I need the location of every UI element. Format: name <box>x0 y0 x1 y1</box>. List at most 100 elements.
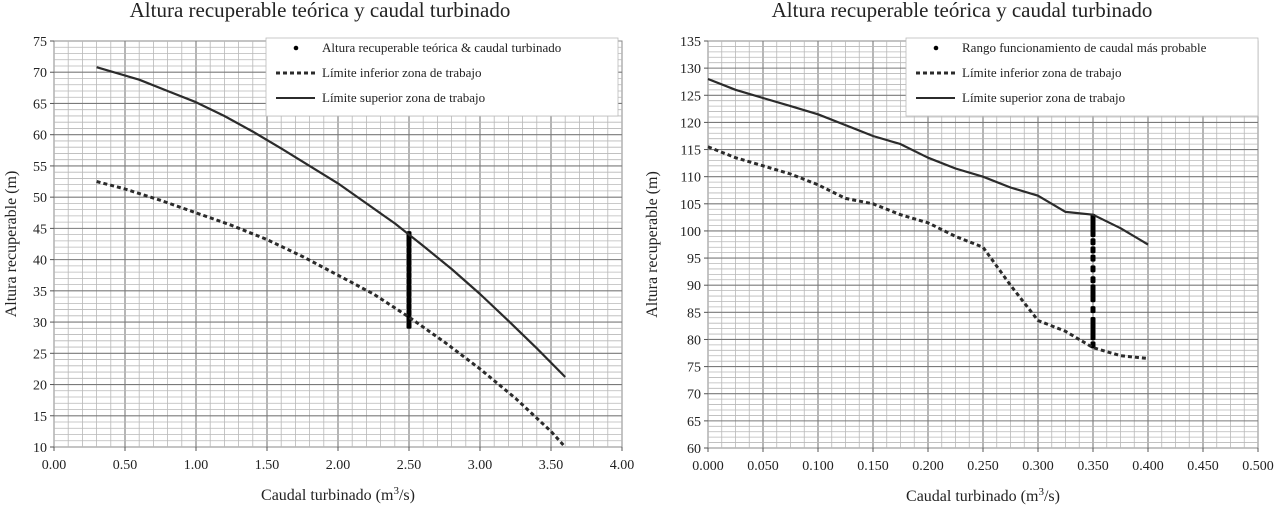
x-tick-label: 0.300 <box>1022 459 1054 474</box>
y-tick-label: 80 <box>687 333 701 348</box>
chart-panel-right: Altura recuperable teórica y caudal turb… <box>641 0 1283 513</box>
y-tick-label: 85 <box>687 306 701 321</box>
x-tick-label: 0.00 <box>42 458 67 473</box>
x-axis-label-superscript: 3 <box>1038 486 1044 498</box>
chart-title: Altura recuperable teórica y caudal turb… <box>771 0 1153 22</box>
data-point <box>1090 276 1096 284</box>
series-line-upper-limit <box>707 77 1149 246</box>
data-point <box>406 321 412 329</box>
data-point <box>1090 316 1096 324</box>
y-tick-label: 120 <box>680 116 701 131</box>
legend-box <box>265 37 619 117</box>
data-point <box>1090 246 1096 254</box>
data-point <box>406 252 412 260</box>
data-point <box>1090 289 1096 297</box>
data-point <box>406 284 412 292</box>
chart-left-svg: 0.00 0.50 1.00 1.50 2.00 2.50 3.00 3.50 4.00 10 15… <box>3 35 635 504</box>
x-axis-label-tail: /s) <box>399 487 415 504</box>
x-tick-label: 2.00 <box>326 458 351 473</box>
chart-panel-left: Altura recuperable teórica y caudal turb… <box>0 0 640 513</box>
y-tick-label: 50 <box>33 191 47 206</box>
y-tick-label: 15 <box>33 410 47 425</box>
legend: Rango funcionamiento de caudal más proba… <box>905 37 1259 117</box>
x-tick-label: 0.50 <box>113 458 138 473</box>
legend-label: Límite inferior zona de trabajo <box>962 65 1122 80</box>
y-tick-label: 10 <box>33 441 47 456</box>
x-tick-label: 0.400 <box>1132 459 1164 474</box>
y-tick-label: 130 <box>680 62 701 77</box>
y-tick-label: 110 <box>681 171 701 186</box>
x-tick-label: 3.00 <box>468 458 493 473</box>
y-tick-label: 40 <box>33 254 47 269</box>
series-line-lower-limit <box>96 180 567 449</box>
data-point <box>1090 265 1096 273</box>
y-tick-label: 20 <box>33 379 47 394</box>
x-tick-label: 0.350 <box>1077 459 1109 474</box>
y-tick-label: 65 <box>687 415 701 430</box>
series-line-lower-limit <box>707 145 1149 360</box>
x-axis-label-main: Caudal turbinado (m <box>261 487 394 504</box>
y-tick-label: 65 <box>33 97 47 112</box>
x-tick-label: 0.000 <box>692 459 724 474</box>
x-tick-label: 0.150 <box>857 459 889 474</box>
x-tick-label: 1.50 <box>255 458 280 473</box>
y-tick-label: 60 <box>33 129 47 144</box>
x-axis-label-main: Caudal turbinado (m <box>906 488 1039 505</box>
x-tick-label: 2.50 <box>397 458 422 473</box>
y-tick-label: 70 <box>33 66 47 81</box>
y-tick-label: 45 <box>33 222 47 237</box>
y-tick-label: 35 <box>33 285 47 300</box>
legend: Altura recuperable teórica & caudal turb… <box>265 37 619 117</box>
x-axis-label: Caudal turbinado (m3/s) <box>906 486 1060 505</box>
series-points <box>1090 213 1096 349</box>
data-point <box>1090 295 1096 303</box>
data-point <box>1090 230 1096 238</box>
chart-title: Altura recuperable teórica y caudal turb… <box>129 0 511 22</box>
y-tick-label: 100 <box>680 225 701 240</box>
x-tick-label: 3.50 <box>539 458 564 473</box>
data-point <box>406 296 412 304</box>
y-tick-label: 30 <box>33 316 47 331</box>
y-tick-label: 125 <box>680 89 701 104</box>
x-tick-label: 0.450 <box>1187 459 1219 474</box>
y-tick-label: 75 <box>687 361 701 376</box>
data-point <box>406 309 412 317</box>
legend-label: Límite inferior zona de trabajo <box>322 65 482 80</box>
gridlines <box>54 41 622 447</box>
y-tick-label: 95 <box>687 252 701 267</box>
x-axis-label: Caudal turbinado (m3/s) <box>261 485 415 504</box>
data-point <box>1090 306 1096 314</box>
data-point <box>406 277 412 285</box>
y-tick-label: 25 <box>33 347 47 362</box>
y-axis-label: Altura recuperable (m) <box>644 171 661 318</box>
y-tick-label: 75 <box>33 35 47 50</box>
x-tick-label: 0.050 <box>747 459 779 474</box>
x-tick-label: 0.500 <box>1242 459 1274 474</box>
y-tick-label: 60 <box>687 442 701 457</box>
y-tick-label: 70 <box>687 388 701 403</box>
series-points <box>406 231 412 329</box>
legend-marker-points <box>293 45 299 51</box>
data-point <box>1090 322 1096 330</box>
legend-box <box>905 37 1259 117</box>
data-point <box>406 259 412 267</box>
y-tick-label: 105 <box>680 198 701 213</box>
y-tick-label: 55 <box>33 160 47 175</box>
x-tick-label: 1.00 <box>184 458 209 473</box>
chart-right-svg: 0.000 0.050 0.100 0.150 0.200 0.250 0.300 0.350… <box>644 35 1274 505</box>
x-axis-label-tail: /s) <box>1044 488 1060 505</box>
data-point <box>406 271 412 279</box>
x-tick-label: 4.00 <box>610 458 635 473</box>
legend-label: Límite superior zona de trabajo <box>322 90 485 105</box>
x-tick-label: 0.100 <box>802 459 834 474</box>
y-axis-label: Altura recuperable (m) <box>3 171 20 318</box>
legend-label: Rango funcionamiento de caudal más proba… <box>962 40 1207 55</box>
y-tick-label: 90 <box>687 279 701 294</box>
data-point <box>406 265 412 273</box>
data-point <box>1090 224 1096 232</box>
data-point <box>406 246 412 254</box>
legend-label: Límite superior zona de trabajo <box>962 90 1125 105</box>
data-point <box>1090 327 1096 335</box>
y-tick-label: 135 <box>680 35 701 50</box>
legend-marker-points <box>933 45 939 51</box>
